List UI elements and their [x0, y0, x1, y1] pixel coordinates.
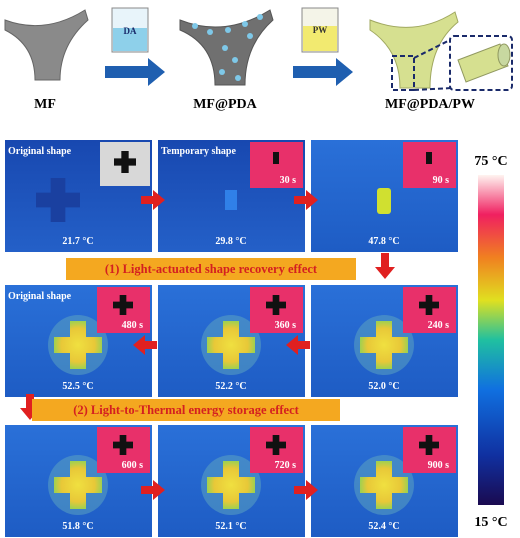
sample [207, 461, 255, 509]
thermal-panel: 90 s 47.8 °C [311, 140, 458, 252]
panel-time: 360 s [275, 320, 297, 331]
banner: (2) Light-to-Thermal energy storage effe… [73, 403, 299, 417]
thermal-panel: 900 s 52.4 °C [311, 425, 458, 537]
foam-pw [369, 11, 459, 89]
thermal-panel: 600 s 51.8 °C [5, 425, 152, 537]
sample [360, 461, 408, 509]
panel-caption: Original shape [8, 146, 72, 157]
red-arrow [133, 335, 157, 355]
beaker-label: DA [124, 26, 137, 36]
step-label: MF@PDA [193, 97, 257, 112]
sample [225, 190, 237, 210]
red-arrow [141, 190, 165, 210]
panel-temperature: 29.8 °C [215, 236, 246, 247]
thermal-panels: Original shape 21.7 °C Temporary shape 30 s… [5, 140, 458, 537]
panel-time: 720 s [275, 460, 297, 471]
colorbar [478, 175, 504, 505]
thermal-panel: Temporary shape 30 s 29.8 °C [158, 140, 305, 252]
arrows [20, 190, 395, 500]
banner-bg [66, 258, 356, 280]
process-arrow [105, 58, 165, 86]
inset-photo [250, 142, 303, 188]
sample [207, 321, 255, 369]
colorbar-max: 75 °C [474, 154, 507, 169]
inset-sample [266, 295, 286, 315]
inset-sample [419, 435, 439, 455]
beaker-label: PW [313, 25, 328, 35]
sample [377, 188, 391, 214]
panel-time: 30 s [280, 175, 297, 186]
foam-mf [4, 9, 89, 81]
inset-sample [113, 295, 133, 315]
red-arrow [141, 480, 165, 500]
red-arrow [375, 253, 395, 279]
thermal-panel: 240 s 52.0 °C [311, 285, 458, 397]
zoom-box [449, 35, 513, 91]
banner: (1) Light-actuated shape recovery effect [105, 262, 318, 276]
red-arrow [294, 480, 318, 500]
inset-sample [113, 435, 133, 455]
beaker-liquid [303, 26, 337, 51]
pda-dots [192, 14, 263, 81]
panel-temperature: 52.0 °C [368, 381, 399, 392]
panel-time: 600 s [122, 460, 144, 471]
fiber-end [497, 43, 511, 67]
red-arrow [294, 190, 318, 210]
inset-sample [273, 152, 279, 164]
panel-temperature: 52.4 °C [368, 521, 399, 532]
panel-temperature: 51.8 °C [62, 521, 93, 532]
panel-time: 90 s [433, 175, 450, 186]
colorbar-min: 15 °C [474, 515, 507, 530]
panel-time: 480 s [122, 320, 144, 331]
zoom-lines [413, 39, 453, 91]
panel-caption: Original shape [8, 291, 72, 302]
panel-temperature: 52.2 °C [215, 381, 246, 392]
panel-temperature: 52.1 °C [215, 521, 246, 532]
fiber [457, 43, 509, 83]
sample [54, 461, 102, 509]
inset-sample [266, 435, 286, 455]
inset-sample [419, 295, 439, 315]
sample [36, 178, 80, 223]
red-arrow [286, 335, 310, 355]
inset-sample [114, 151, 136, 173]
thermal-panel: Original shape 480 s 52.5 °C [5, 285, 152, 397]
banner-bg [32, 399, 340, 421]
panel-caption: Temporary shape [161, 146, 236, 157]
panel-time: 900 s [428, 460, 450, 471]
thermal-panel: 720 s 52.1 °C [158, 425, 305, 537]
beaker-liquid [113, 28, 147, 51]
schematic: DA PW MF MF@PDA MF@PDA/PW [4, 7, 513, 112]
inset-sample [426, 152, 432, 164]
process-arrow [293, 58, 353, 86]
step-label: MF [34, 97, 56, 112]
panel-time: 240 s [428, 320, 450, 331]
thermal-panel: 360 s 52.2 °C [158, 285, 305, 397]
panel-temperature: 47.8 °C [368, 236, 399, 247]
thermal-panel: Original shape 21.7 °C [5, 140, 152, 252]
panel-temperature: 21.7 °C [62, 236, 93, 247]
inset-photo [403, 142, 456, 188]
step-label: MF@PDA/PW [385, 97, 475, 112]
zoom-box [391, 55, 415, 91]
panel-temperature: 52.5 °C [62, 381, 93, 392]
sample [360, 321, 408, 369]
sample [54, 321, 102, 369]
